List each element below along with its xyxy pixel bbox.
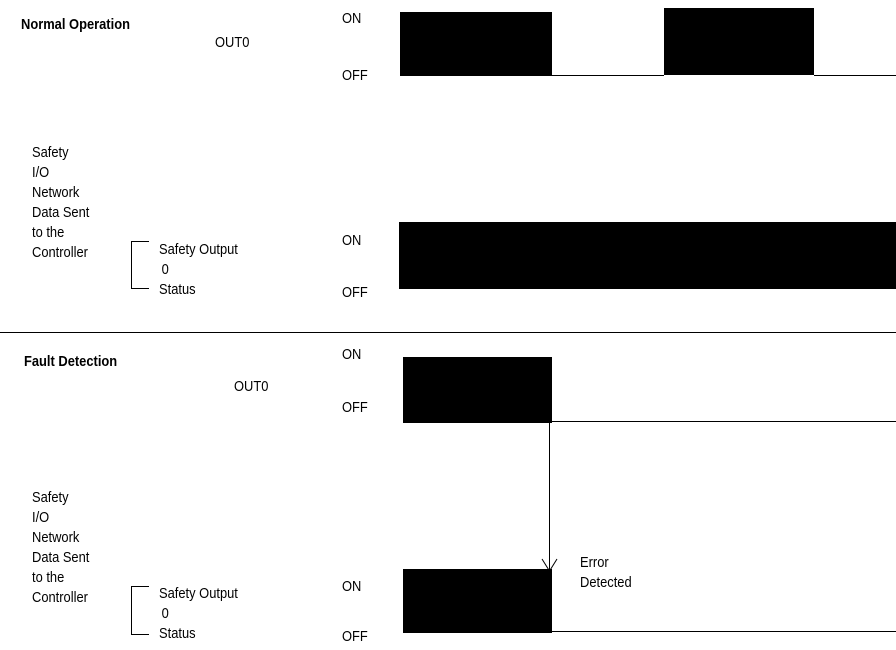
network-data-label-normal: Safety I/O Network Data Sent to the Cont… — [32, 143, 89, 263]
status-pulse-fault — [403, 569, 552, 633]
section-title-normal: Normal Operation — [21, 16, 130, 33]
section-divider — [0, 332, 896, 333]
net-line-4: Data Sent — [32, 204, 90, 221]
out0-low-fault — [552, 421, 896, 422]
status-low-fault — [552, 631, 896, 632]
bracket-vertical-normal — [131, 241, 132, 288]
status-line-2: 0 — [161, 605, 169, 622]
status-signal-on-normal — [399, 222, 896, 289]
net-line-1: Safety — [32, 144, 69, 161]
out0-off-label-normal: OFF — [342, 67, 368, 84]
status-on-label-fault: ON — [342, 578, 362, 595]
status-off-label-normal: OFF — [342, 284, 368, 301]
out0-label-normal: OUT0 — [215, 34, 250, 51]
status-on-label-normal: ON — [342, 232, 362, 249]
net-line-4: Data Sent — [32, 549, 90, 566]
net-line-6: Controller — [32, 589, 88, 606]
status-line-2: 0 — [161, 261, 169, 278]
out0-label-fault: OUT0 — [234, 378, 269, 395]
out0-pulse-1-normal — [400, 12, 552, 76]
status-off-label-fault: OFF — [342, 628, 368, 645]
bracket-top-normal — [131, 241, 149, 242]
annotation-line-2: Detected — [580, 574, 632, 591]
out0-on-label-fault: ON — [342, 346, 362, 363]
bracket-bottom-normal — [131, 288, 149, 289]
bracket-top-fault — [131, 586, 149, 587]
error-arrow-shaft — [549, 423, 550, 571]
out0-low-1-normal — [552, 75, 664, 76]
annotation-line-1: Error — [580, 554, 609, 571]
out0-on-label-normal: ON — [342, 10, 362, 27]
status-line-1: Safety Output — [159, 585, 238, 602]
net-line-1: Safety — [32, 489, 69, 506]
net-line-3: Network — [32, 529, 80, 546]
bracket-vertical-fault — [131, 586, 132, 634]
status-line-1: Safety Output — [159, 241, 238, 258]
out0-off-label-fault: OFF — [342, 399, 368, 416]
network-data-label-fault: Safety I/O Network Data Sent to the Cont… — [32, 488, 89, 608]
net-line-5: to the — [32, 569, 65, 586]
net-line-2: I/O — [32, 509, 50, 526]
section-title-fault: Fault Detection — [24, 353, 118, 370]
status-line-3: Status — [159, 625, 196, 642]
status-label-normal: Safety Output 0 Status — [159, 240, 238, 300]
out0-low-2-normal — [814, 75, 896, 76]
status-line-3: Status — [159, 281, 196, 298]
net-line-5: to the — [32, 224, 65, 241]
net-line-3: Network — [32, 184, 80, 201]
error-detected-annotation: Error Detected — [580, 553, 632, 593]
out0-pulse-fault — [403, 357, 552, 423]
net-line-2: I/O — [32, 164, 50, 181]
bracket-bottom-fault — [131, 634, 149, 635]
out0-pulse-2-normal — [664, 8, 814, 75]
net-line-6: Controller — [32, 244, 88, 261]
status-label-fault: Safety Output 0 Status — [159, 584, 238, 644]
